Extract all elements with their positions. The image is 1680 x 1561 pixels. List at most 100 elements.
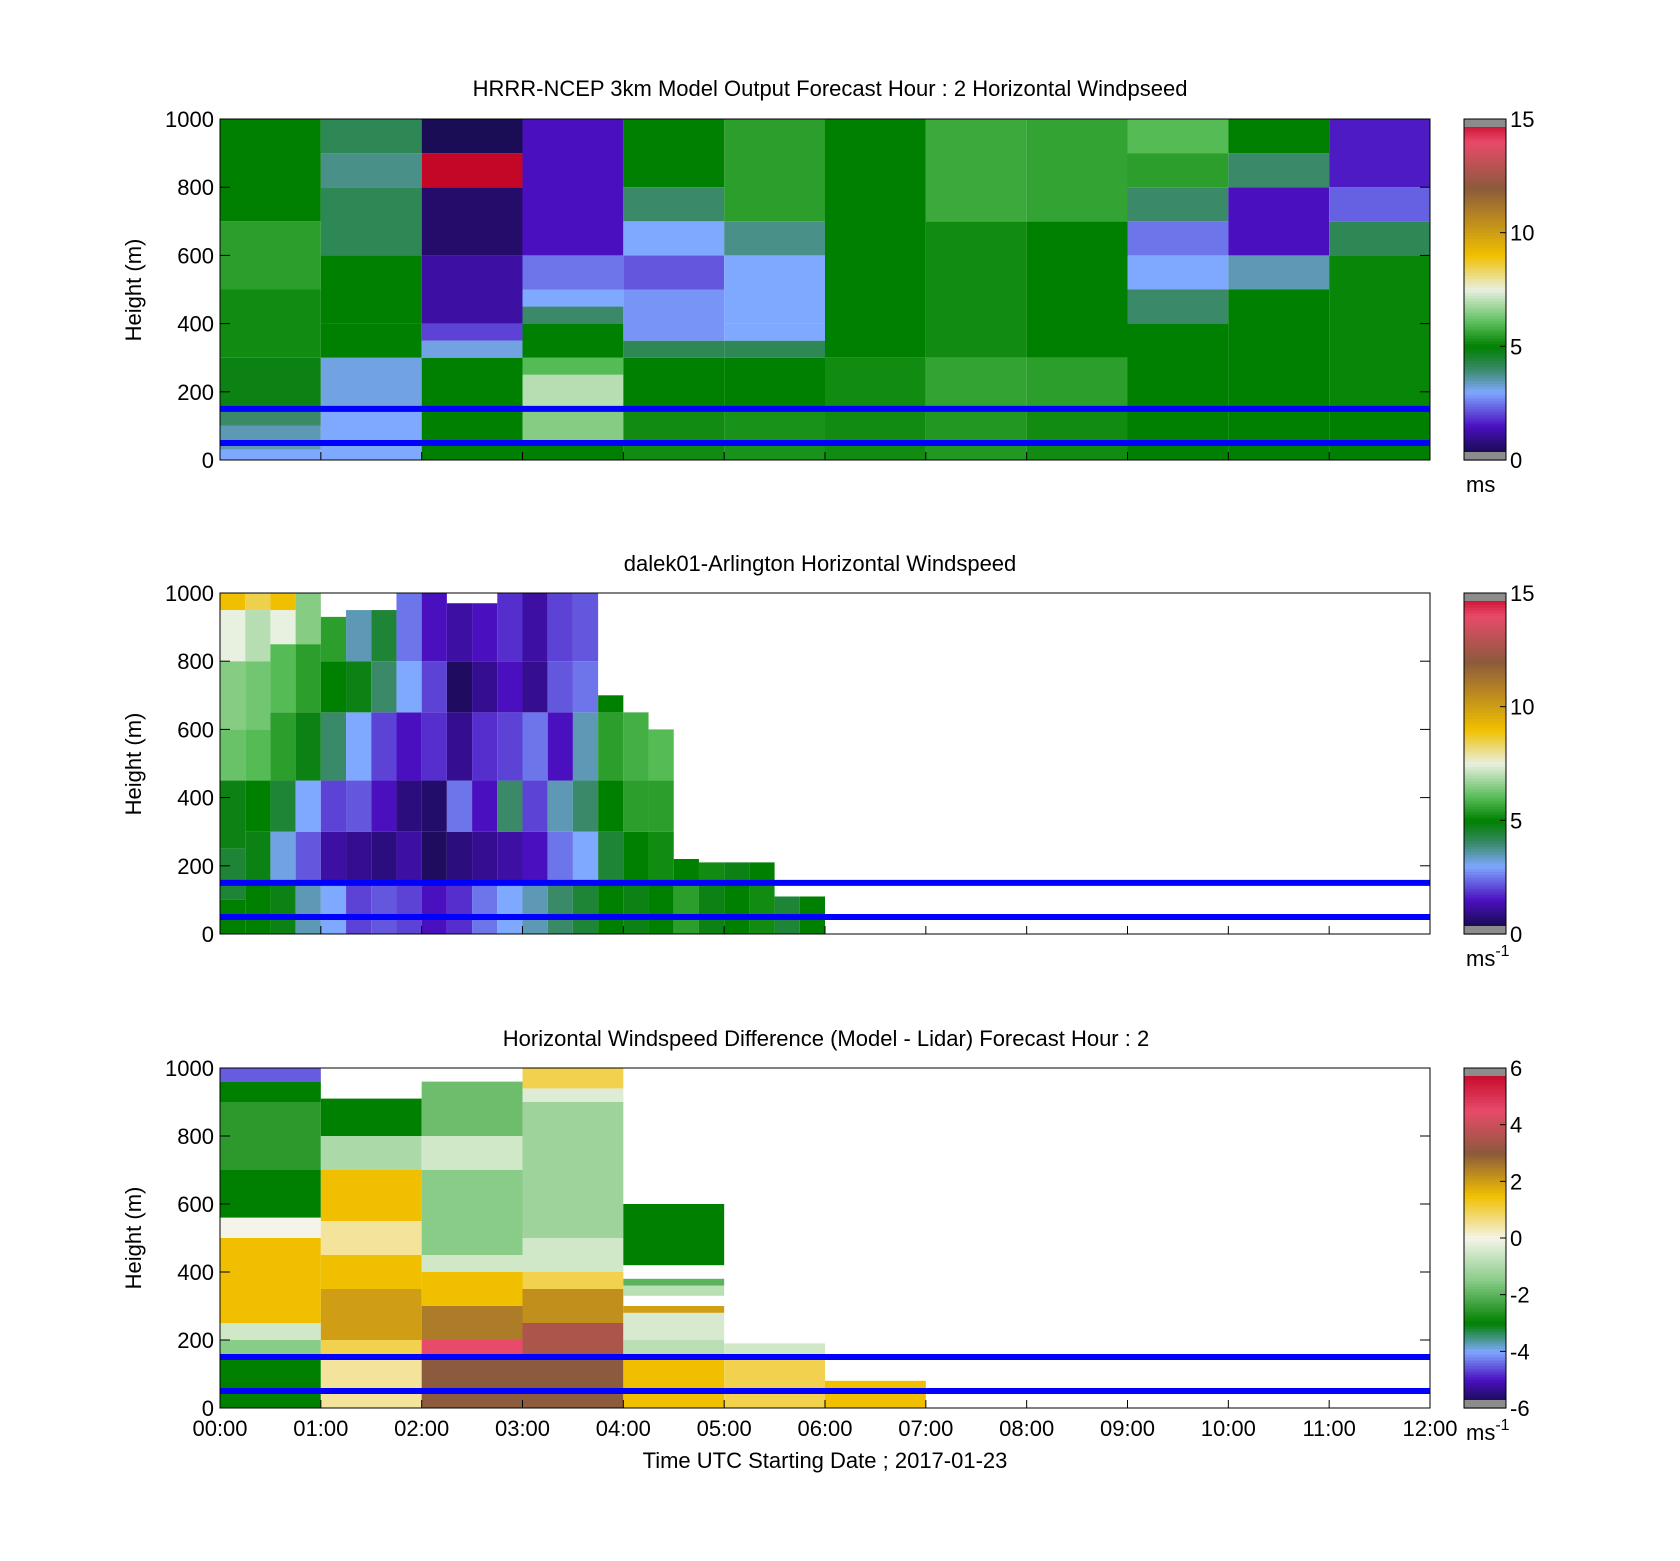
colorbar-segment — [1464, 172, 1506, 177]
colorbar-segment — [1464, 1294, 1506, 1299]
y-tick-label: 400 — [177, 786, 214, 811]
heatmap-cell — [421, 1081, 523, 1136]
colorbar-segment — [1464, 221, 1506, 225]
colorbar-tick-label: 5 — [1510, 334, 1522, 359]
colorbar-segment — [1464, 766, 1506, 770]
colorbar-segment — [1464, 1272, 1506, 1276]
heatmap-cell — [623, 357, 725, 409]
colorbar-segment — [1464, 280, 1506, 285]
heatmap-cell — [572, 831, 599, 883]
colorbar-segment — [1464, 431, 1506, 436]
heatmap-cell — [522, 1357, 624, 1408]
colorbar-segment — [1464, 445, 1506, 450]
colorbar-segment — [1464, 1266, 1506, 1270]
heatmap-cell — [421, 1340, 523, 1357]
colorbar-segment — [1464, 312, 1506, 316]
colorbar-segment — [1464, 1280, 1506, 1284]
heatmap-cell — [522, 408, 624, 443]
heatmap-cell — [623, 1278, 725, 1286]
colorbar-segment — [1464, 860, 1506, 864]
heatmap-cell — [623, 255, 725, 290]
colorbar-segment — [1464, 397, 1506, 401]
colorbar-segment — [1464, 238, 1506, 242]
y-axis-label: Height (m) — [121, 713, 146, 816]
heatmap-cell — [270, 593, 296, 611]
heatmap-cell — [623, 882, 649, 934]
colorbar-segment — [1464, 814, 1506, 819]
heatmap-cell — [547, 661, 573, 713]
heatmap-cell — [421, 1255, 523, 1272]
colorbar-segment — [1464, 675, 1506, 679]
heatmap-cell — [623, 221, 725, 256]
colorbar-segment — [1464, 902, 1506, 907]
colorbar-segment — [1464, 604, 1506, 608]
colorbar-segment — [1464, 615, 1506, 620]
colorbar-segment — [1464, 1328, 1506, 1333]
colorbar-segment — [1464, 1087, 1506, 1092]
heatmap-cell — [421, 712, 447, 781]
heatmap-cell — [220, 289, 321, 358]
colorbar-segment — [1464, 340, 1506, 345]
colorbar-segment — [1464, 1238, 1506, 1242]
y-tick-label: 600 — [177, 1192, 214, 1217]
colorbar-segment — [1464, 207, 1506, 211]
colorbar-segment — [1464, 388, 1506, 393]
colorbar-segment — [1464, 1127, 1506, 1131]
heatmap-cell — [825, 408, 926, 460]
heatmap-cell — [346, 712, 372, 781]
colorbar-segment — [1464, 828, 1506, 833]
colorbar-segment — [1464, 729, 1506, 733]
heatmap-cell — [648, 729, 674, 781]
colorbar-segment — [1464, 349, 1506, 353]
y-tick-label: 800 — [177, 1124, 214, 1149]
colorbar-segment — [1464, 181, 1506, 185]
heatmap-cell — [547, 831, 573, 883]
heatmap-cell — [421, 1272, 523, 1306]
colorbar-segment — [1464, 720, 1506, 725]
heatmap-cell — [446, 712, 473, 781]
colorbar-segment — [1464, 1155, 1506, 1160]
colorbar-segment — [1464, 442, 1506, 447]
colorbar-segment — [1464, 683, 1506, 688]
heatmap-cell — [421, 357, 523, 409]
heatmap-cell — [220, 1217, 321, 1238]
heatmap-cell — [497, 780, 523, 832]
colorbar-segment — [1464, 848, 1506, 853]
heatmap-cell — [522, 661, 548, 713]
colorbar-segment — [1464, 1323, 1506, 1327]
colorbar-segment — [1464, 834, 1506, 838]
heatmap-cell — [245, 661, 271, 730]
heatmap-cell — [598, 695, 624, 713]
x-tick-label: 07:00 — [898, 1416, 953, 1441]
colorbar-segment — [1464, 655, 1506, 659]
heatmap-cell — [320, 357, 422, 409]
colorbar-tick-label: 5 — [1510, 808, 1522, 833]
colorbar-segment — [1464, 380, 1506, 384]
colorbar-segment — [1464, 1212, 1506, 1216]
heatmap-cell — [270, 780, 296, 832]
colorbar-segment — [1464, 400, 1506, 404]
colorbar-tick-label: 0 — [1510, 922, 1522, 947]
colorbar-segment — [1464, 763, 1506, 767]
colorbar-segment — [1464, 1096, 1506, 1100]
colorbar-segment — [1464, 658, 1506, 662]
colorbar-segment — [1464, 1133, 1506, 1137]
colorbar-segment — [1464, 178, 1506, 183]
colorbar-segment — [1464, 153, 1506, 157]
colorbar-tick-label: 2 — [1510, 1169, 1522, 1194]
heatmap-cell — [623, 1340, 725, 1357]
heatmap-cell — [497, 661, 523, 713]
colorbar-segment — [1464, 1269, 1506, 1273]
heatmap-cell — [295, 644, 321, 713]
heatmap-cell — [396, 712, 422, 781]
heatmap-cell — [245, 780, 271, 832]
colorbar-segment — [1464, 706, 1506, 711]
x-axis-label: Time UTC Starting Date ; 2017-01-23 — [643, 1448, 1008, 1473]
heatmap-cell — [1228, 119, 1330, 154]
y-tick-label: 1000 — [165, 581, 214, 606]
colorbar-segment — [1464, 746, 1506, 750]
heatmap-cell — [245, 729, 271, 781]
colorbar-tick-label: 4 — [1510, 1113, 1522, 1138]
heatmap-cell — [1127, 187, 1229, 222]
colorbar-segment — [1464, 1289, 1506, 1293]
